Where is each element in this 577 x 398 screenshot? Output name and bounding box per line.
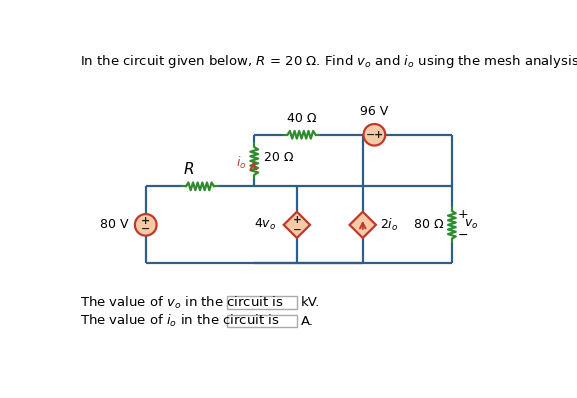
Text: 80 V: 80 V [100, 219, 129, 231]
Text: The value of $v_o$ in the circuit is: The value of $v_o$ in the circuit is [80, 295, 283, 311]
FancyBboxPatch shape [227, 297, 297, 309]
Text: $R$: $R$ [183, 161, 194, 177]
Text: +: + [293, 215, 301, 225]
Polygon shape [284, 212, 310, 238]
Text: −: − [293, 224, 301, 234]
Text: A.: A. [301, 314, 314, 328]
Text: $4v_o$: $4v_o$ [254, 217, 277, 232]
Text: +: + [141, 216, 151, 226]
Text: 80 Ω: 80 Ω [414, 219, 444, 231]
Text: $i_o$: $i_o$ [236, 155, 246, 171]
Text: kV.: kV. [301, 296, 320, 309]
Polygon shape [350, 212, 376, 238]
Text: The value of $i_o$ in the circuit is: The value of $i_o$ in the circuit is [80, 313, 279, 329]
Text: −: − [366, 130, 375, 140]
Text: +: + [458, 208, 469, 220]
Text: 20 Ω: 20 Ω [264, 151, 293, 164]
Text: In the circuit given below, $R$ = 20 Ω. Find $v_o$ and $i_o$ using the mesh anal: In the circuit given below, $R$ = 20 Ω. … [80, 53, 577, 70]
Text: $v_o$: $v_o$ [464, 219, 479, 231]
Text: +: + [374, 130, 383, 140]
FancyBboxPatch shape [227, 315, 297, 327]
Text: $2i_o$: $2i_o$ [380, 217, 398, 233]
Text: 96 V: 96 V [360, 105, 388, 118]
Text: −: − [141, 224, 151, 234]
Text: 40 Ω: 40 Ω [287, 112, 316, 125]
Circle shape [135, 214, 156, 236]
Text: −: − [458, 229, 469, 242]
Circle shape [364, 124, 385, 146]
